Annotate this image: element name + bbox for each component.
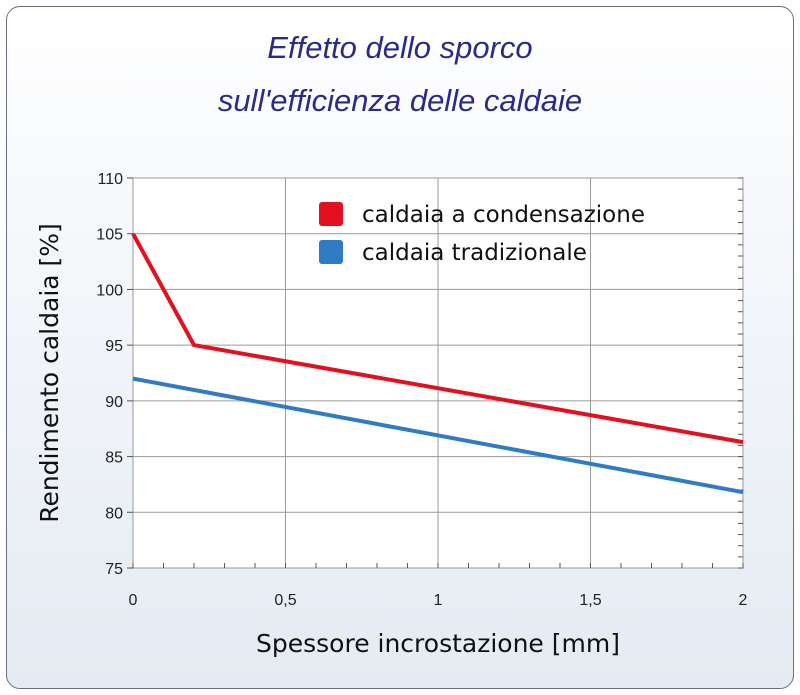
y-tick-label: 75 bbox=[105, 561, 123, 578]
y-tick-label: 90 bbox=[105, 394, 123, 411]
legend-label: caldaia a condensazione bbox=[362, 202, 645, 228]
y-tick-label: 95 bbox=[105, 338, 123, 355]
legend-swatch bbox=[319, 202, 343, 226]
y-tick-label: 105 bbox=[96, 227, 123, 244]
x-tick-label: 0 bbox=[129, 592, 138, 609]
y-tick-label: 80 bbox=[105, 505, 123, 522]
y-axis-label: Rendimento caldaia [%] bbox=[35, 223, 64, 523]
y-tick-label: 110 bbox=[97, 171, 123, 188]
chart-title-line-1: Effetto dello sporco bbox=[267, 30, 533, 65]
x-tick-label: 1,5 bbox=[579, 592, 601, 609]
series-line-2 bbox=[132, 376, 744, 495]
legend-label: caldaia tradizionale bbox=[362, 240, 587, 266]
series-line-1 bbox=[131, 232, 744, 445]
x-tick-label: 1 bbox=[434, 592, 443, 609]
y-tick-label: 100 bbox=[96, 282, 123, 299]
x-tick-label: 2 bbox=[739, 592, 748, 609]
legend-swatch bbox=[319, 240, 343, 264]
x-tick-label: 0,5 bbox=[274, 592, 296, 609]
chart-title-line-2: sull'efficienza delle caldaie bbox=[217, 83, 583, 118]
y-tick-label: 85 bbox=[105, 450, 123, 467]
x-axis-label: Spessore incrostazione [mm] bbox=[256, 629, 620, 658]
